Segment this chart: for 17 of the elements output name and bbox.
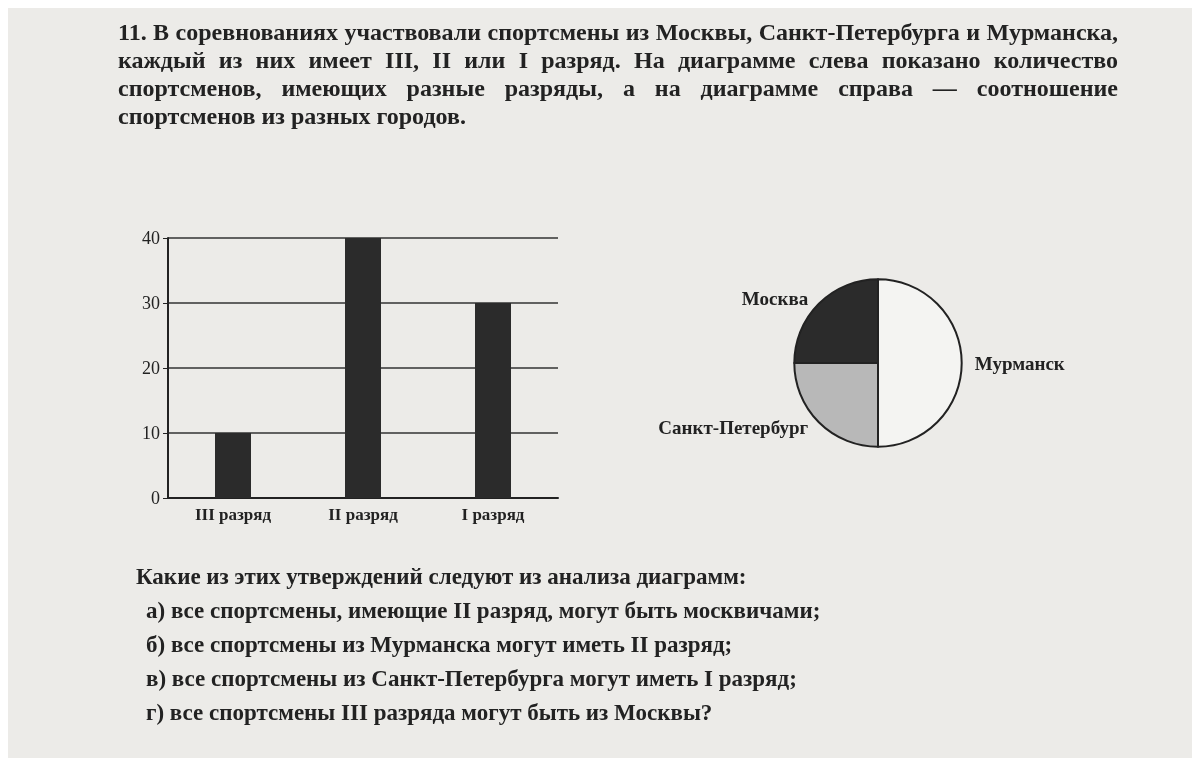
y-tick-label: 20 bbox=[142, 358, 160, 378]
text: в) все спортсмены из Санкт-Петербурга могут иметь I разряд; bbox=[145, 665, 798, 693]
text: б) все спортсмены из Мурманска могут иметь II разряд; bbox=[145, 631, 734, 659]
x-tick-label: III разряд bbox=[194, 505, 272, 524]
y-tick-label: 10 bbox=[142, 423, 160, 443]
slice-label: Санкт-Петербург bbox=[658, 417, 809, 439]
text: а) все спортсмены, имеющие II разряд, могут быть москвичами; bbox=[145, 597, 822, 625]
slice-label: Москва bbox=[741, 287, 809, 309]
x-tick-label: I разряд bbox=[461, 505, 525, 524]
text: г) все спортсмены III разряда могут быть из Москвы? bbox=[145, 699, 714, 727]
y-tick-label: 0 bbox=[151, 488, 160, 508]
text: Какие из этих утверждений следуют из анализа диаграмм: bbox=[136, 563, 748, 591]
text: 11. В соревнованиях участвовали спортсмены из Москвы, Санкт-Петербурга и Мурманска, каждый из них имеет III, II или I разряд. На диаграмме слева показано количество спортсменов, имеющих разные разряды, а на диаграмме справа — соотношение спортсменов из разных городов. bbox=[118, 18, 1118, 130]
y-tick-label: 30 bbox=[142, 293, 160, 313]
x-tick-label: II разряд bbox=[328, 505, 399, 524]
y-tick-label: 40 bbox=[142, 228, 160, 248]
slice-label: Мурманск bbox=[974, 352, 1065, 374]
